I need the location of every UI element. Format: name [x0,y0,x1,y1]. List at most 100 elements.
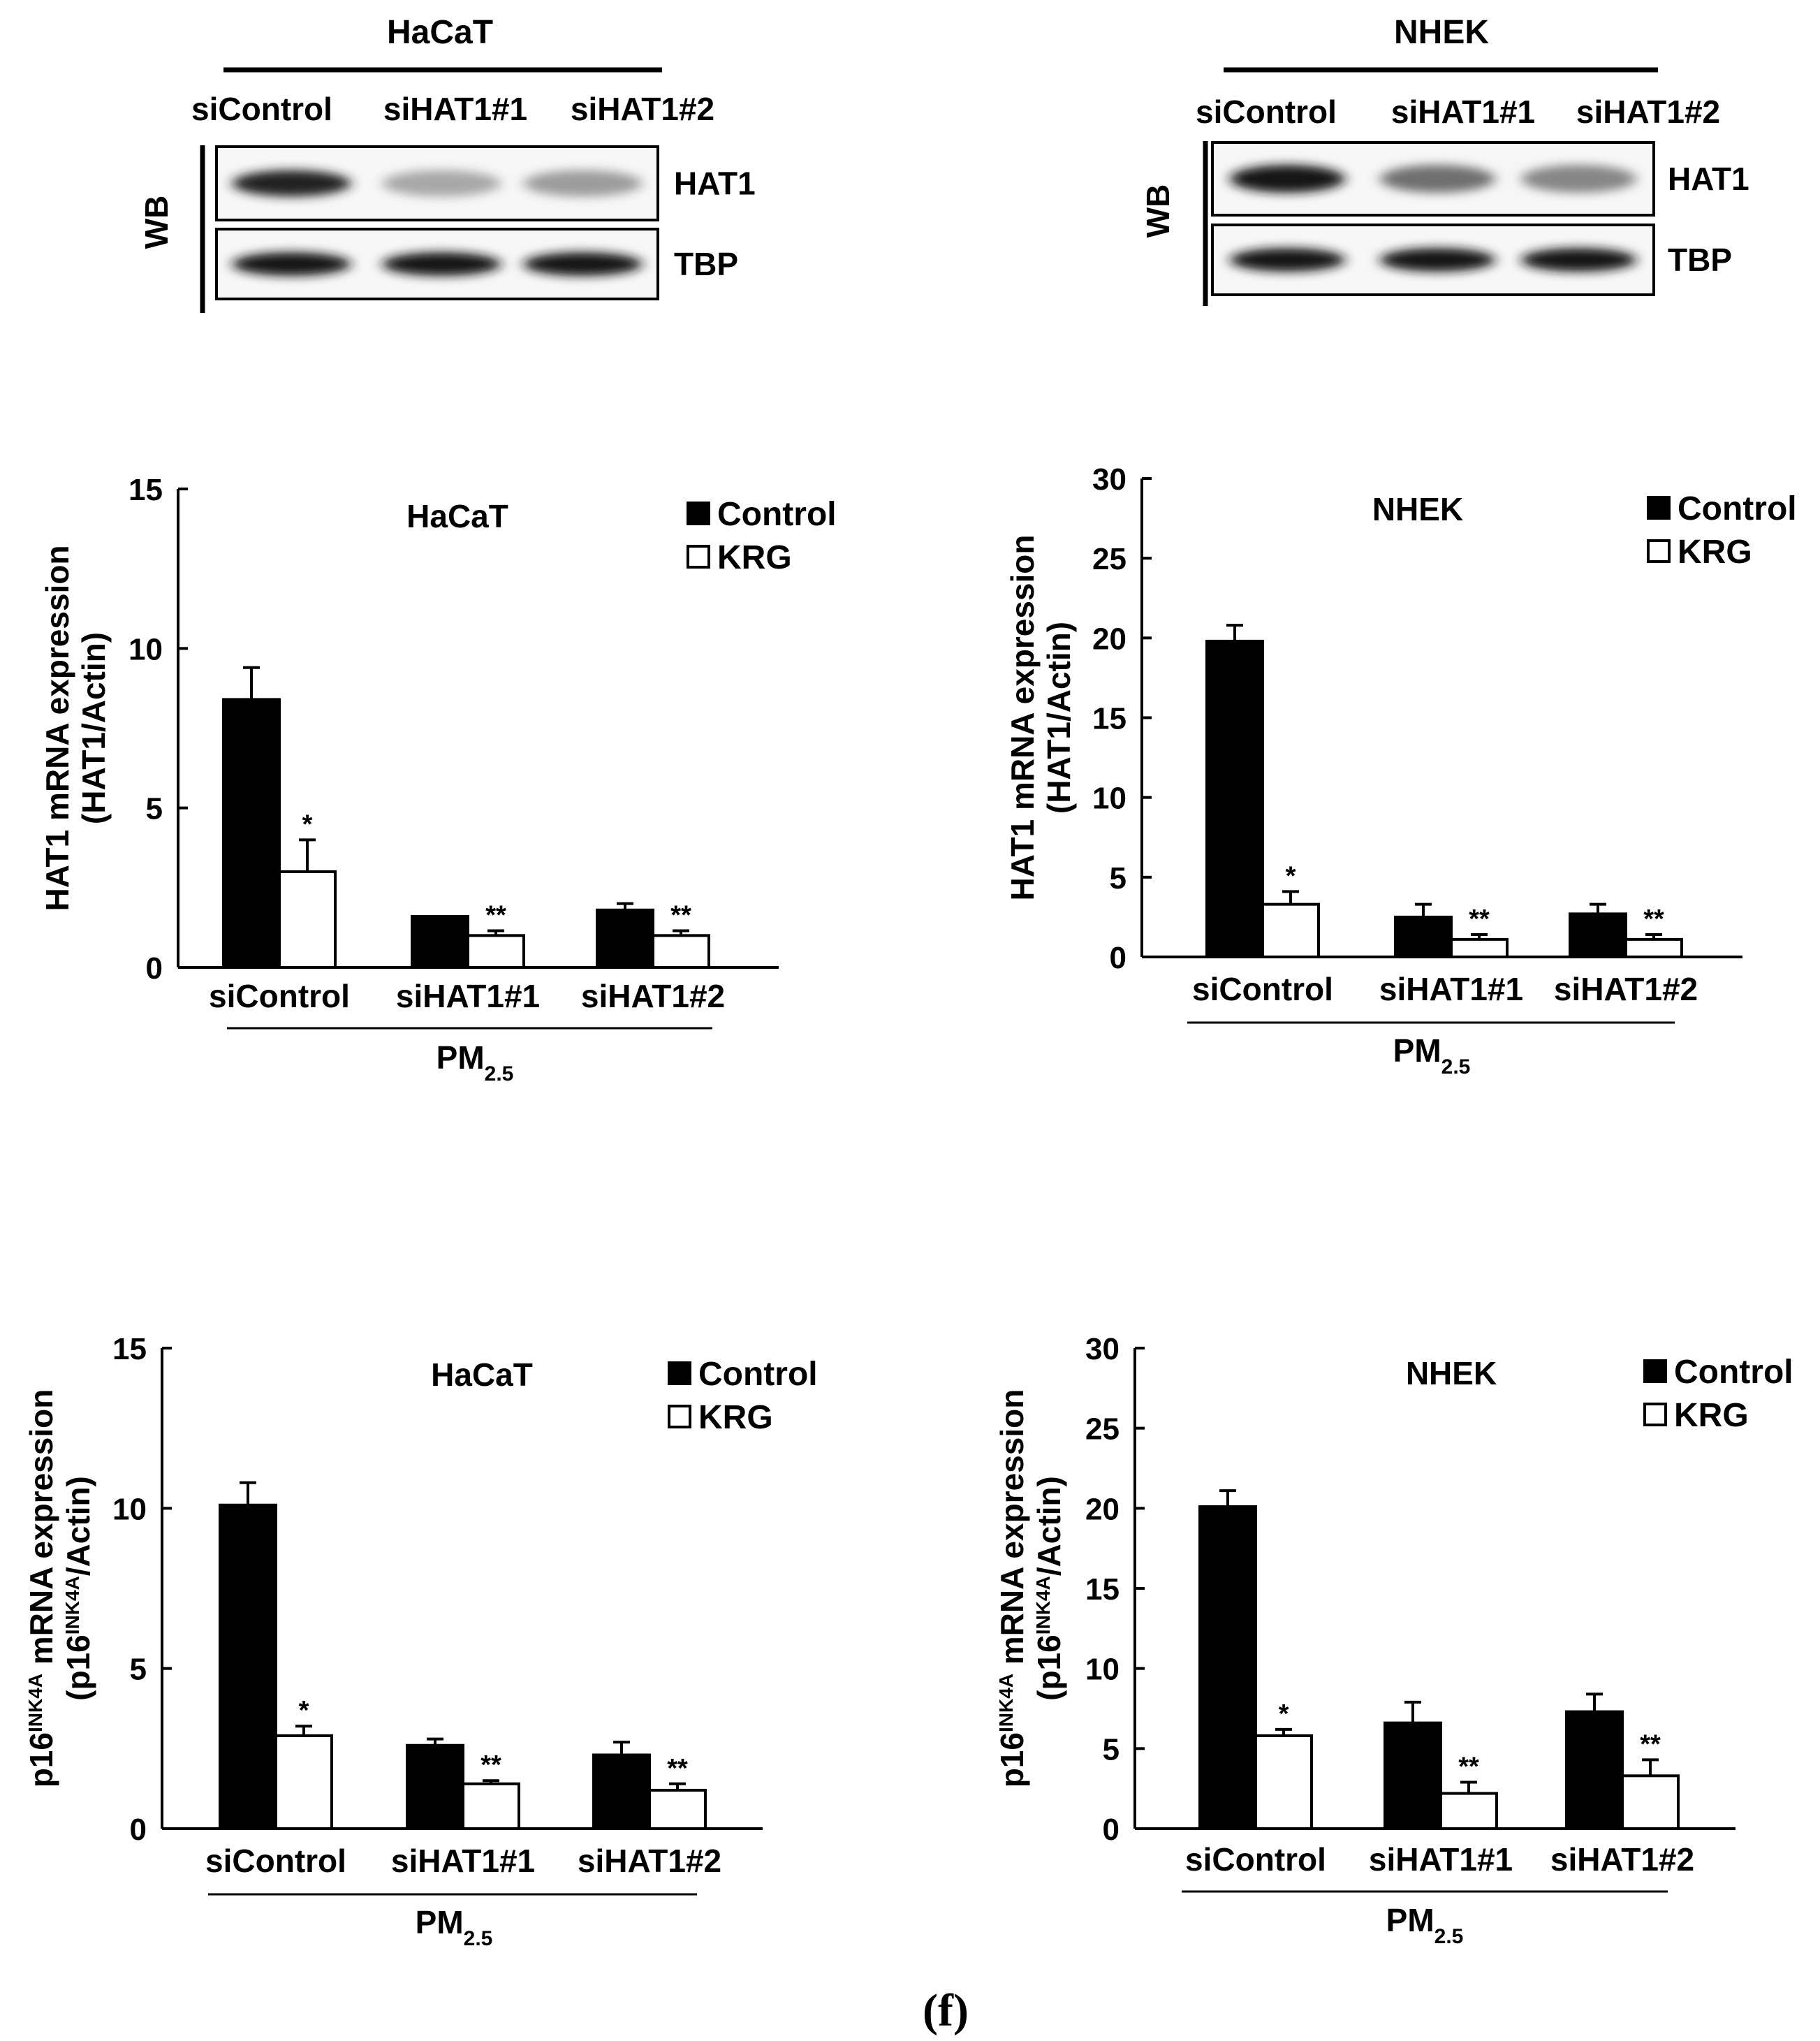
blot-band [1521,165,1637,193]
bar-control [1205,639,1264,959]
y-label-part: HAT1 mRNA expression [1004,534,1041,900]
protein-label: HAT1 [1668,161,1749,197]
y-axis-label-line2: (HAT1/Actin) [1041,622,1077,814]
protein-label: HAT1 [674,166,756,202]
bar-control [596,908,654,970]
group-label: PM2.5 [436,1039,514,1085]
y-label-part: /Actin) [60,1476,96,1576]
chart-title: HaCaT [406,498,508,534]
blot-band [1521,248,1637,272]
y-tick-label: 10 [112,1492,147,1526]
group-label-subscript: 2.5 [464,1927,493,1950]
bar-control [219,1503,277,1830]
legend-swatch-control [668,1361,691,1385]
group-label: PM2.5 [416,1904,493,1950]
blot-band [1229,248,1345,272]
x-category-label: siControl [205,1843,346,1879]
bar-krg [1254,1734,1313,1830]
y-tick-label: 20 [1085,1492,1120,1526]
y-label-part: (p16 [1031,1634,1067,1701]
y-label-part: (HAT1/Actin) [75,632,112,824]
bar-control [1384,1721,1442,1830]
legend-label: KRG [1678,534,1752,571]
y-tick-label: 15 [1085,1572,1120,1607]
legend-label: Control [698,1356,818,1393]
blot-title: NHEK [1394,14,1489,51]
x-category-label: siHAT1#2 [1554,971,1698,1007]
protein-label: TBP [674,246,738,282]
x-category-label: siHAT1#1 [396,978,540,1014]
y-tick-label: 30 [1085,1332,1120,1366]
blot-band [1229,165,1345,193]
bar-krg [1621,1774,1680,1831]
group-label-subscript: 2.5 [1441,1055,1471,1078]
significance-marker: * [1286,861,1296,891]
y-tick-label: 0 [1103,1813,1120,1847]
y-label-superscript: INK4A [24,1674,46,1732]
x-category-label: siControl [1185,1841,1326,1878]
wb-label: WB [1140,184,1176,238]
bar-krg [274,1734,333,1830]
significance-marker: ** [670,900,691,930]
bar-control [1569,912,1627,958]
y-tick-label: 5 [1103,1732,1120,1766]
x-category-label: siHAT1#2 [1550,1841,1694,1878]
y-tick-label: 5 [130,1653,147,1687]
y-tick-label: 5 [146,792,163,826]
legend-swatch-control [1647,496,1671,520]
y-tick-label: 15 [129,473,163,507]
significance-marker: ** [485,900,506,930]
bar-krg [652,934,710,970]
legend-swatch-control [687,502,710,525]
group-label: PM2.5 [1393,1032,1471,1078]
x-category-label: siHAT1#1 [1369,1841,1513,1878]
significance-marker: ** [1469,905,1490,934]
y-tick-label: 30 [1092,462,1127,497]
y-tick-label: 10 [129,632,163,666]
lane-label: siControl [1196,94,1337,130]
group-label-main: PM [416,1904,464,1940]
group-label-main: PM [1393,1032,1441,1069]
blot-band [1379,165,1495,193]
y-tick-label: 0 [146,951,163,986]
significance-marker: ** [1640,1729,1661,1759]
chart-title: NHEK [1372,491,1463,527]
y-axis-label-line2: (p16INK4A/Actin) [60,1476,96,1701]
western-blot-hacat: HaCaT siControl siHAT1#1 siHAT1#2 WB HAT1 TBP [138,14,756,313]
legend-label: Control [1678,490,1797,527]
bar-control [1198,1505,1257,1831]
group-label-subscript: 2.5 [1434,1925,1464,1948]
blot-band [1379,248,1495,272]
y-label-part: (p16 [60,1634,96,1701]
y-label-part: (HAT1/Actin) [1041,622,1077,814]
bar-control [406,1743,464,1830]
legend-swatch-control [1643,1359,1667,1383]
bar-krg [1624,937,1683,958]
blot-band [382,252,501,276]
bar-krg [1450,937,1509,958]
bar-krg [467,934,525,970]
group-label: PM2.5 [1386,1902,1464,1948]
x-category-label: siHAT1#2 [581,978,725,1014]
legend-label: Control [717,496,837,533]
blot-title: HaCaT [387,14,493,51]
y-label-superscript: INK4A [61,1576,83,1634]
significance-marker: ** [480,1750,501,1780]
blot-band [382,170,501,197]
significance-marker: ** [1643,905,1664,934]
y-axis-label-line1: HAT1 mRNA expression [1004,534,1041,900]
lane-label: siHAT1#1 [1391,94,1535,130]
significance-marker: * [299,1696,309,1725]
bar-krg [1261,902,1320,959]
significance-marker: ** [667,1754,688,1783]
legend-swatch-krg [1647,539,1671,563]
y-label-part: /Actin) [1031,1476,1067,1576]
legend-label: KRG [717,539,792,576]
x-category-label: siHAT1#1 [391,1843,535,1879]
group-label-subscript: 2.5 [485,1062,514,1085]
western-blot-nhek: NHEK siControl siHAT1#1 siHAT1#2 WB HAT1 TBP [1140,14,1749,306]
